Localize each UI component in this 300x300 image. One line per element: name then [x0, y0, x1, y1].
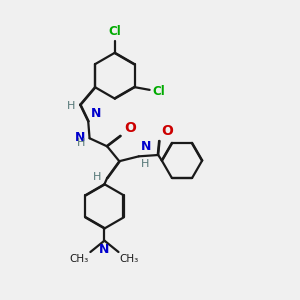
Text: H: H — [141, 158, 149, 169]
Text: Cl: Cl — [153, 85, 166, 98]
Text: Cl: Cl — [109, 25, 121, 38]
Text: O: O — [161, 124, 173, 138]
Text: N: N — [90, 107, 101, 120]
Text: H: H — [77, 138, 86, 148]
Text: N: N — [99, 243, 110, 256]
Text: H: H — [93, 172, 101, 182]
Text: H: H — [67, 101, 75, 111]
Text: N: N — [141, 140, 151, 153]
Text: O: O — [124, 121, 136, 135]
Text: N: N — [75, 131, 85, 144]
Text: CH₃: CH₃ — [120, 254, 139, 264]
Text: CH₃: CH₃ — [70, 254, 89, 264]
